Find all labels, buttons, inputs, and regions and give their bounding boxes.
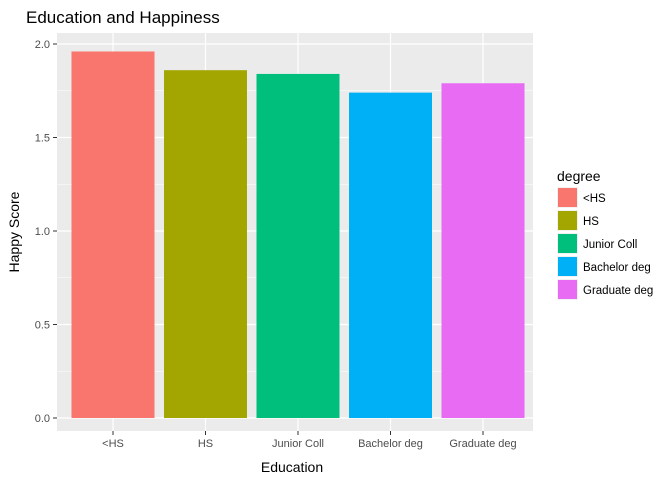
legend-swatch	[558, 234, 577, 253]
y-tick-label: 1.5	[35, 133, 50, 145]
legend-title: degree	[557, 168, 601, 184]
legend-label: Bachelor deg	[583, 262, 651, 274]
bars	[71, 51, 525, 419]
legend-label: Junior Coll	[583, 239, 637, 251]
x-tick-label: Junior Coll	[272, 438, 324, 450]
y-tick-label: 0.0	[35, 413, 50, 425]
y-tick-label: 0.5	[35, 320, 50, 332]
x-axis-title: Education	[261, 459, 323, 475]
legend-label: Graduate deg	[583, 285, 653, 297]
bar-2	[164, 70, 247, 419]
x-tick-label: <HS	[102, 438, 124, 450]
legend-label: HS	[583, 216, 599, 228]
bar-1	[71, 51, 155, 418]
legend-swatch	[558, 280, 577, 299]
y-axis-title: Happy Score	[6, 191, 22, 272]
legend-swatch	[558, 188, 577, 207]
x-axis: <HS HS Junior Coll Bachelor deg Graduate deg	[102, 431, 517, 450]
bar-4	[349, 92, 432, 419]
legend-label: <HS	[583, 193, 606, 205]
y-axis: 0.0 0.5 1.0 1.5 2.0	[35, 39, 57, 425]
y-tick-label: 2.0	[35, 39, 50, 51]
y-tick-label: 1.0	[35, 226, 50, 238]
x-tick-label: HS	[198, 438, 213, 450]
legend: degree <HS HS Junior Coll Bachelor deg Gradu…	[557, 168, 653, 300]
bar-5	[441, 83, 525, 419]
bar-3	[256, 73, 340, 419]
x-tick-label: Graduate deg	[449, 438, 516, 450]
x-tick-label: Bachelor deg	[358, 438, 423, 450]
chart-title: Education and Happiness	[26, 8, 220, 27]
legend-swatch	[558, 257, 577, 276]
legend-swatch	[558, 211, 577, 230]
